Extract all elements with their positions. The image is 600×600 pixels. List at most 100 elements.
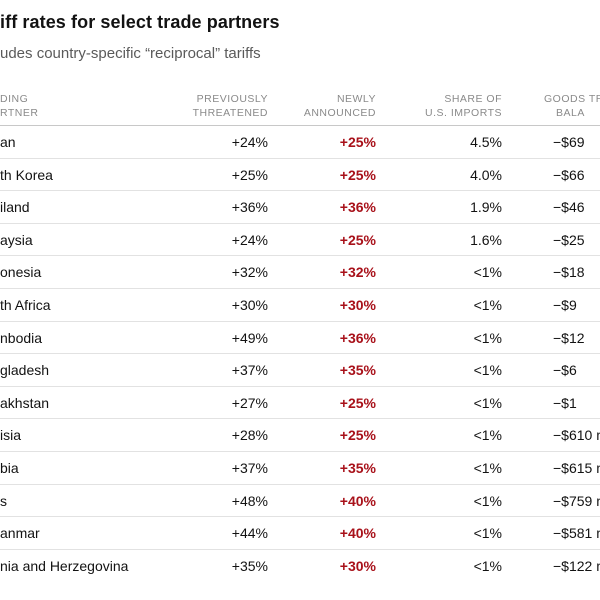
column-header-country-line2: RTNER bbox=[0, 107, 39, 119]
country-cell: isia bbox=[0, 427, 22, 444]
table-row: s +48% +40% <1% −$759 m bbox=[0, 485, 600, 518]
table-row: akhstan +27% +25% <1% −$1 bbox=[0, 387, 600, 420]
share-of-imports-cell: <1% bbox=[473, 525, 502, 542]
share-of-imports-cell: <1% bbox=[473, 492, 502, 509]
column-header-previously-line2: THREATENED bbox=[192, 107, 268, 119]
share-of-imports-cell: <1% bbox=[473, 264, 502, 281]
trade-balance-cell: −$1 bbox=[553, 394, 577, 411]
newly-announced-cell: +25% bbox=[339, 134, 376, 150]
newly-announced-cell: +35% bbox=[339, 459, 376, 476]
table-subtitle: udes country-specific “reciprocal” tarif… bbox=[0, 45, 261, 62]
table-row: nbodia +49% +36% <1% −$12 bbox=[0, 322, 600, 355]
column-header-newly-line1: NEWLY bbox=[336, 93, 376, 105]
country-cell: iland bbox=[0, 199, 30, 216]
previously-threatened-cell: +25% bbox=[231, 166, 268, 183]
table-row: isia +28% +25% <1% −$610 m bbox=[0, 419, 600, 452]
share-of-imports-cell: 1.6% bbox=[470, 231, 502, 248]
country-cell: akhstan bbox=[0, 394, 50, 411]
trade-balance-cell: −$46 bbox=[553, 199, 585, 216]
trade-balance-cell: −$6 bbox=[553, 362, 577, 379]
country-cell: nbodia bbox=[0, 329, 43, 346]
column-header-country-line1: DING bbox=[0, 93, 29, 105]
newly-announced-cell: +25% bbox=[339, 231, 376, 248]
newly-announced-cell: +40% bbox=[339, 492, 376, 509]
table-row: bia +37% +35% <1% −$615 m bbox=[0, 452, 600, 485]
table-title: iff rates for select trade partners bbox=[0, 12, 280, 32]
country-cell: s bbox=[0, 492, 7, 509]
trade-balance-cell: −$9 bbox=[553, 296, 577, 313]
trade-balance-cell: −$25 bbox=[553, 231, 585, 248]
table-row: an +24% +25% 4.5% −$69 bbox=[0, 126, 600, 159]
column-header-previously-line1: PREVIOUSLY bbox=[196, 93, 268, 105]
share-of-imports-cell: <1% bbox=[473, 362, 502, 379]
table-row: anmar +44% +40% <1% −$581 m bbox=[0, 517, 600, 550]
previously-threatened-cell: +24% bbox=[231, 231, 268, 248]
newly-announced-cell: +36% bbox=[339, 329, 376, 346]
newly-announced-cell: +30% bbox=[339, 296, 376, 313]
column-header-share-line1: SHARE OF bbox=[444, 93, 502, 105]
previously-threatened-cell: +37% bbox=[231, 459, 268, 476]
share-of-imports-cell: <1% bbox=[473, 557, 502, 574]
newly-announced-cell: +25% bbox=[339, 427, 376, 444]
newly-announced-cell: +40% bbox=[339, 525, 376, 542]
previously-threatened-cell: +44% bbox=[231, 525, 268, 542]
newly-announced-cell: +25% bbox=[339, 166, 376, 183]
column-header-newly-line2: ANNOUNCED bbox=[303, 107, 376, 119]
table-row: gladesh +37% +35% <1% −$6 bbox=[0, 354, 600, 387]
column-header-country: DING RTNER bbox=[0, 92, 38, 120]
trade-balance-cell: −$12 bbox=[553, 329, 585, 346]
newly-announced-cell: +30% bbox=[339, 557, 376, 574]
column-header-trade-line2: BALA bbox=[556, 107, 585, 119]
previously-threatened-cell: +37% bbox=[231, 362, 268, 379]
country-cell: anmar bbox=[0, 525, 40, 542]
share-of-imports-cell: 4.0% bbox=[470, 166, 502, 183]
table-row: th Africa +30% +30% <1% −$9 bbox=[0, 289, 600, 322]
table-row: onesia +32% +32% <1% −$18 bbox=[0, 256, 600, 289]
header-divider bbox=[0, 125, 600, 126]
trade-balance-cell: −$18 bbox=[553, 264, 585, 281]
newly-announced-cell: +36% bbox=[339, 199, 376, 216]
previously-threatened-cell: +48% bbox=[231, 492, 268, 509]
previously-threatened-cell: +28% bbox=[231, 427, 268, 444]
share-of-imports-cell: <1% bbox=[473, 329, 502, 346]
share-of-imports-cell: <1% bbox=[473, 394, 502, 411]
newly-announced-cell: +25% bbox=[339, 394, 376, 411]
country-cell: nia and Herzegovina bbox=[0, 557, 129, 574]
table-body: an +24% +25% 4.5% −$69 th Korea +25% +25% 4.0% −$… bbox=[0, 126, 600, 582]
column-header-trade-line1: GOODS TRA bbox=[544, 93, 600, 105]
share-of-imports-cell: 4.5% bbox=[470, 134, 502, 150]
share-of-imports-cell: <1% bbox=[473, 296, 502, 313]
trade-balance-cell: −$610 m bbox=[553, 427, 600, 444]
previously-threatened-cell: +27% bbox=[231, 394, 268, 411]
trade-balance-cell: −$66 bbox=[553, 166, 585, 183]
trade-balance-cell: −$581 m bbox=[553, 525, 600, 542]
country-cell: bia bbox=[0, 459, 19, 476]
country-cell: aysia bbox=[0, 231, 33, 248]
newly-announced-cell: +35% bbox=[339, 362, 376, 379]
previously-threatened-cell: +36% bbox=[231, 199, 268, 216]
previously-threatened-cell: +32% bbox=[231, 264, 268, 281]
country-cell: gladesh bbox=[0, 362, 50, 379]
previously-threatened-cell: +30% bbox=[231, 296, 268, 313]
table-row: th Korea +25% +25% 4.0% −$66 bbox=[0, 159, 600, 192]
trade-balance-cell: −$69 bbox=[553, 134, 585, 150]
share-of-imports-cell: 1.9% bbox=[470, 199, 502, 216]
trade-balance-cell: −$122 m bbox=[553, 557, 600, 574]
trade-balance-cell: −$615 m bbox=[553, 459, 600, 476]
previously-threatened-cell: +49% bbox=[231, 329, 268, 346]
country-cell: onesia bbox=[0, 264, 42, 281]
column-header-goods-trade-balance: GOODS TRA BALA bbox=[544, 92, 600, 120]
table-row: nia and Herzegovina +35% +30% <1% −$122 m bbox=[0, 550, 600, 583]
trade-balance-cell: −$759 m bbox=[553, 492, 600, 509]
column-header-previously-threatened: PREVIOUSLY THREATENED bbox=[193, 92, 268, 120]
table-row: iland +36% +36% 1.9% −$46 bbox=[0, 191, 600, 224]
share-of-imports-cell: <1% bbox=[473, 459, 502, 476]
column-header-share-line2: U.S. IMPORTS bbox=[425, 107, 502, 119]
previously-threatened-cell: +35% bbox=[231, 557, 268, 574]
table-row: aysia +24% +25% 1.6% −$25 bbox=[0, 224, 600, 257]
share-of-imports-cell: <1% bbox=[473, 427, 502, 444]
column-header-newly-announced: NEWLY ANNOUNCED bbox=[304, 92, 376, 120]
country-cell: th Korea bbox=[0, 166, 53, 183]
country-cell: an bbox=[0, 134, 16, 150]
newly-announced-cell: +32% bbox=[339, 264, 376, 281]
